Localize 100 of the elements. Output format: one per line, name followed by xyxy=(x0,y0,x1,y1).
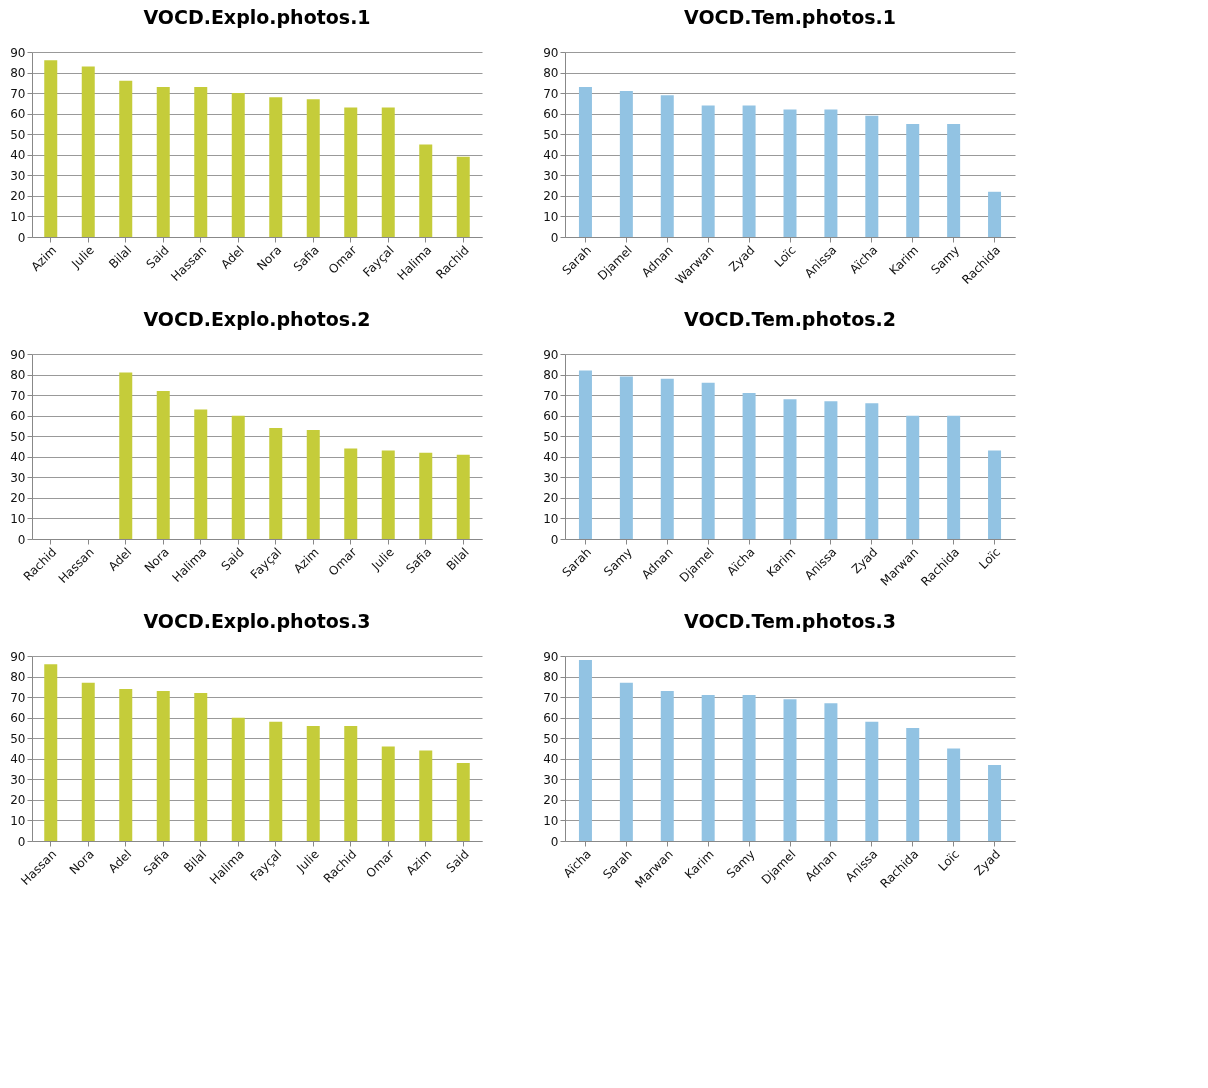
y-tick-label: 20 xyxy=(543,793,559,808)
bar xyxy=(306,725,320,841)
bar xyxy=(344,107,358,237)
x-tick-label: Loïc xyxy=(976,545,1004,572)
bar xyxy=(578,370,592,539)
y-tick-label: 50 xyxy=(543,127,559,142)
bar xyxy=(619,376,633,539)
y-tick-label: 50 xyxy=(543,731,559,746)
y-tick-label: 40 xyxy=(543,752,559,767)
bar xyxy=(742,105,756,237)
bar xyxy=(81,66,95,237)
y-tick-label: 50 xyxy=(543,429,559,444)
bar xyxy=(156,391,170,539)
bar xyxy=(619,682,633,841)
y-tick-label: 30 xyxy=(543,168,559,183)
bar xyxy=(947,123,961,237)
y-tick-label: 60 xyxy=(543,711,559,726)
y-tick-label: 20 xyxy=(10,793,26,808)
bar xyxy=(306,430,320,539)
chart-title: VOCD.Explo.photos.2 xyxy=(143,308,371,330)
bar xyxy=(906,415,920,539)
bar xyxy=(269,721,283,841)
bar xyxy=(119,372,133,539)
bar xyxy=(456,762,470,841)
bar xyxy=(947,415,961,539)
bar xyxy=(419,144,433,237)
y-tick-label: 30 xyxy=(10,470,26,485)
y-tick-label: 60 xyxy=(10,409,26,424)
y-tick-label: 0 xyxy=(550,532,559,547)
y-tick-label: 20 xyxy=(543,189,559,204)
bar xyxy=(269,428,283,539)
y-tick-label: 70 xyxy=(543,86,559,101)
bar xyxy=(701,695,715,841)
y-tick-label: 90 xyxy=(10,45,26,60)
bar xyxy=(701,382,715,539)
bar xyxy=(44,60,58,237)
bar xyxy=(231,93,245,237)
bar xyxy=(119,80,133,237)
y-tick-label: 30 xyxy=(10,772,26,787)
y-tick-label: 80 xyxy=(10,66,26,81)
bar xyxy=(156,690,170,841)
y-tick-label: 30 xyxy=(543,470,559,485)
y-tick-label: 70 xyxy=(10,86,26,101)
y-tick-label: 0 xyxy=(17,834,26,849)
bar xyxy=(344,448,358,539)
y-tick-label: 90 xyxy=(543,649,559,664)
y-tick-label: 90 xyxy=(10,649,26,664)
bar xyxy=(783,699,797,841)
y-tick-label: 30 xyxy=(10,168,26,183)
y-tick-label: 90 xyxy=(10,347,26,362)
bar xyxy=(988,191,1002,237)
y-tick-label: 40 xyxy=(10,752,26,767)
bar xyxy=(988,450,1002,539)
bar xyxy=(194,409,208,539)
bar xyxy=(783,399,797,539)
bar xyxy=(660,378,674,539)
y-tick-label: 10 xyxy=(10,511,26,526)
y-tick-label: 80 xyxy=(543,66,559,81)
y-tick-label: 60 xyxy=(10,107,26,122)
bar xyxy=(81,682,95,841)
y-tick-label: 50 xyxy=(10,127,26,142)
y-tick-label: 10 xyxy=(10,209,26,224)
y-tick-label: 70 xyxy=(543,690,559,705)
y-tick-label: 40 xyxy=(10,148,26,163)
bar xyxy=(269,97,283,237)
bar xyxy=(824,401,838,539)
y-tick-label: 40 xyxy=(10,450,26,465)
y-tick-label: 0 xyxy=(17,230,26,245)
bar xyxy=(619,91,633,237)
y-tick-label: 80 xyxy=(10,368,26,383)
bar xyxy=(419,750,433,841)
y-tick-label: 50 xyxy=(10,731,26,746)
bar xyxy=(381,107,395,237)
y-tick-label: 30 xyxy=(543,772,559,787)
bar xyxy=(456,156,470,237)
chart-title: VOCD.Tem.photos.3 xyxy=(684,610,896,632)
y-tick-label: 10 xyxy=(543,209,559,224)
y-tick-label: 70 xyxy=(10,388,26,403)
y-tick-label: 40 xyxy=(543,450,559,465)
bar xyxy=(119,688,133,841)
y-tick-label: 80 xyxy=(543,670,559,685)
bar xyxy=(456,454,470,539)
y-tick-label: 90 xyxy=(543,347,559,362)
bar xyxy=(865,403,879,539)
bar xyxy=(231,415,245,539)
bar xyxy=(865,115,879,237)
y-tick-label: 40 xyxy=(543,148,559,163)
y-tick-label: 80 xyxy=(10,670,26,685)
bar xyxy=(824,109,838,237)
bar xyxy=(156,86,170,237)
bar xyxy=(44,664,58,841)
bar xyxy=(824,703,838,841)
bar xyxy=(381,450,395,539)
bar xyxy=(906,727,920,841)
y-tick-label: 0 xyxy=(17,532,26,547)
y-tick-label: 90 xyxy=(543,45,559,60)
bar xyxy=(660,690,674,841)
y-tick-label: 10 xyxy=(543,511,559,526)
bar xyxy=(578,660,592,841)
bar xyxy=(988,764,1002,841)
